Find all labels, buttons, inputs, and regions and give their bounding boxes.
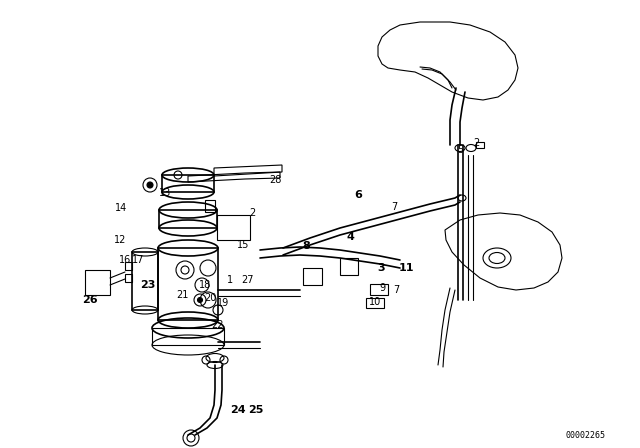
Text: 20: 20	[204, 293, 216, 303]
Text: 4: 4	[346, 232, 354, 242]
Text: 28: 28	[269, 175, 281, 185]
Text: 2: 2	[473, 138, 479, 148]
Text: 21: 21	[176, 290, 188, 300]
Text: 1: 1	[227, 275, 233, 285]
Text: 18: 18	[199, 280, 211, 290]
Text: 6: 6	[354, 190, 362, 200]
Text: 3: 3	[377, 263, 385, 273]
Text: 24: 24	[230, 405, 246, 415]
Text: 26: 26	[82, 295, 98, 305]
Text: 22: 22	[212, 320, 224, 330]
Text: 25: 25	[248, 405, 264, 415]
Text: 14: 14	[115, 203, 127, 213]
Text: 10: 10	[369, 297, 381, 307]
Text: 9: 9	[379, 283, 385, 293]
Circle shape	[198, 297, 202, 302]
Text: 17: 17	[132, 255, 144, 265]
Circle shape	[147, 182, 153, 188]
Text: 16: 16	[119, 255, 131, 265]
Text: 19: 19	[217, 298, 229, 308]
Text: 11: 11	[398, 263, 413, 273]
Text: 27: 27	[242, 275, 254, 285]
Text: 2: 2	[249, 208, 255, 218]
Text: 7: 7	[393, 285, 399, 295]
Text: 23: 23	[140, 280, 156, 290]
Text: 15: 15	[237, 240, 249, 250]
Text: 8: 8	[302, 241, 310, 251]
Text: 12: 12	[114, 235, 126, 245]
Text: 5: 5	[457, 145, 463, 155]
Text: 13: 13	[159, 188, 171, 198]
Text: 7: 7	[391, 202, 397, 212]
Text: 00002265: 00002265	[566, 431, 606, 439]
